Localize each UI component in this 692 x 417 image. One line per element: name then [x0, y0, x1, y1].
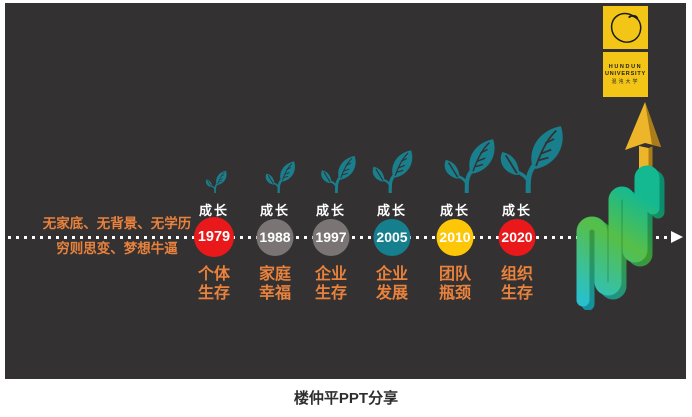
- growth-ribbon-icon: [576, 102, 665, 310]
- year-circle: 2010: [436, 219, 474, 256]
- milestone-label: 家庭 幸福: [230, 265, 320, 303]
- milestone-2005: 成长 2005 企业 发展: [347, 3, 437, 379]
- quote-line1: 无家底、无背景、无学历: [42, 216, 192, 231]
- growth-label: 成长: [198, 203, 229, 218]
- growth-label: 成长: [376, 203, 407, 218]
- sprout-icon: [495, 121, 567, 193]
- milestone-label-line2: 瓶颈: [438, 285, 471, 302]
- milestone-label-line2: 生存: [197, 285, 230, 302]
- logo-line3: 混沌大学: [611, 79, 640, 85]
- quote-line2: 穷则思变、梦想牛逼: [56, 241, 178, 256]
- year-circle: 2020: [498, 219, 536, 256]
- milestone-label: 组织 生存: [472, 265, 562, 303]
- hundun-logo: HUNDUN UNIVERSITY 混沌大学: [603, 6, 648, 97]
- year-circle: 1988: [256, 219, 294, 256]
- milestone-2020: 成长 2020 组织 生存: [472, 3, 562, 379]
- milestone-1988: 成长 1988 家庭 幸福: [230, 3, 320, 379]
- milestone-label-line1: 企业: [314, 266, 347, 283]
- sprout-icon: [369, 147, 415, 193]
- milestone-label: 个体 生存: [169, 265, 259, 303]
- milestone-label-line2: 幸福: [258, 285, 291, 302]
- milestone-1979: 成长 1979 个体 生存: [169, 3, 259, 379]
- milestone-1997: 成长 1997 企业 生存: [286, 3, 376, 379]
- sprout-icon: [204, 169, 228, 193]
- slide-canvas: HUNDUN UNIVERSITY 混沌大学 无家底、无背景、无学历 穷则思变、…: [5, 3, 686, 379]
- timeline-arrowhead-icon: [671, 231, 683, 243]
- milestone-label-line1: 团队: [438, 266, 471, 283]
- milestone-label-line1: 企业: [375, 266, 408, 283]
- growth-label: 成长: [501, 203, 532, 218]
- year-circle: 2005: [373, 219, 411, 256]
- year-circle: 1979: [194, 217, 234, 257]
- milestone-label: 团队 瓶颈: [410, 265, 500, 303]
- logo-line2: UNIVERSITY: [604, 71, 646, 77]
- left-quote: 无家底、无背景、无学历 穷则思变、梦想牛逼: [13, 217, 221, 256]
- milestone-label-line1: 组织: [500, 266, 533, 283]
- milestone-label-line1: 个体: [197, 266, 230, 283]
- milestone-2010: 成长 2010 团队 瓶颈: [410, 3, 500, 379]
- year-circle: 1997: [312, 219, 350, 256]
- milestone-label: 企业 发展: [347, 265, 437, 303]
- milestone-label: 企业 生存: [286, 265, 376, 303]
- growth-label: 成长: [259, 203, 290, 218]
- logo-line1: HUNDUN: [608, 64, 643, 70]
- milestone-label-line1: 家庭: [258, 266, 291, 283]
- growth-label: 成长: [439, 203, 470, 218]
- logo-text-block: HUNDUN UNIVERSITY 混沌大学: [603, 52, 648, 97]
- page-caption: 楼仲平PPT分享: [293, 390, 399, 407]
- milestone-label-line2: 发展: [375, 285, 408, 302]
- milestone-label-line2: 生存: [314, 285, 347, 302]
- logo-circle-icon: [603, 6, 648, 49]
- growth-label: 成长: [315, 203, 346, 218]
- milestone-label-line2: 生存: [500, 285, 533, 302]
